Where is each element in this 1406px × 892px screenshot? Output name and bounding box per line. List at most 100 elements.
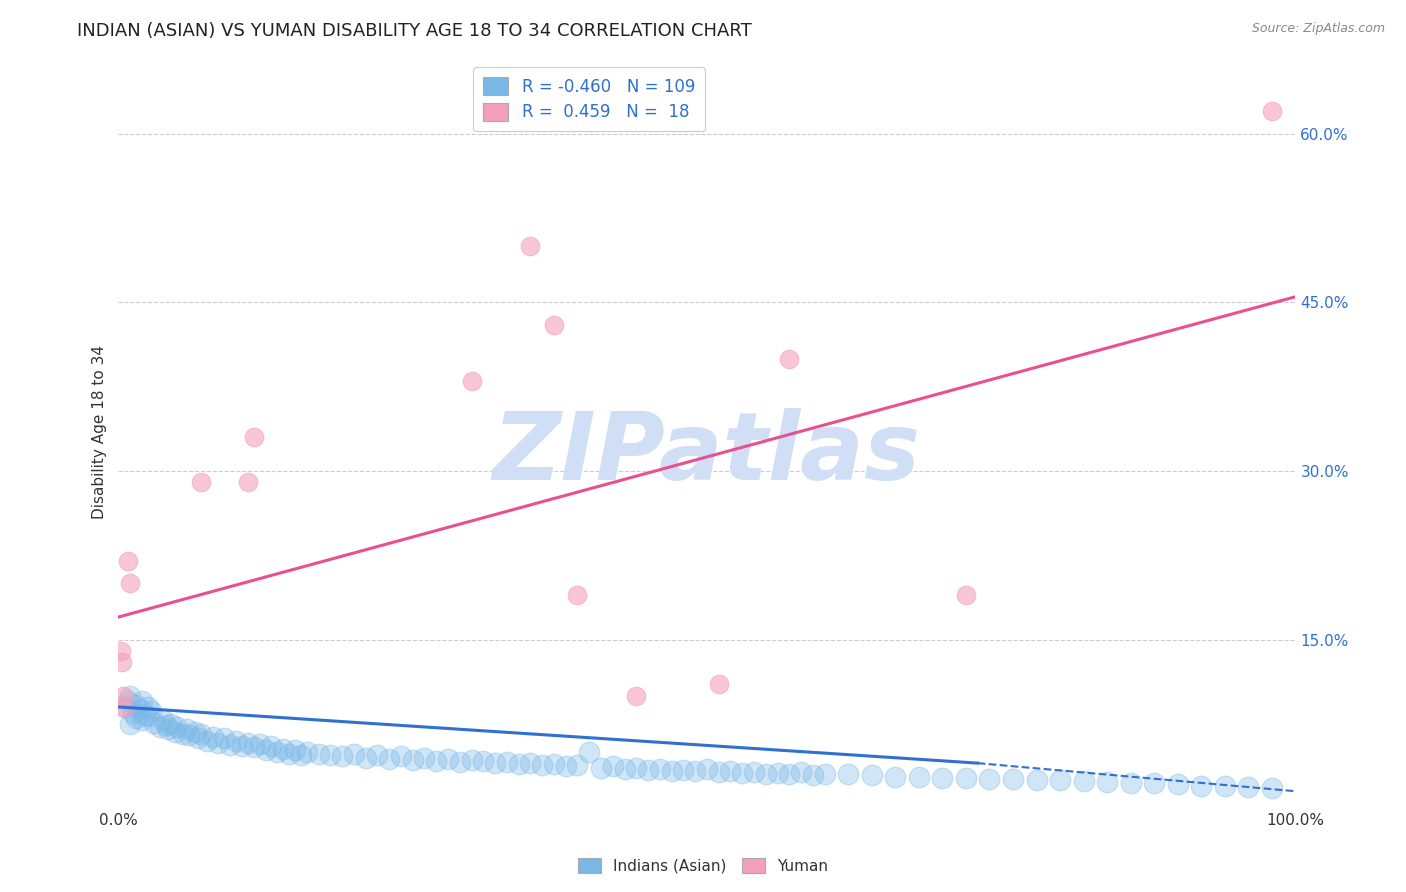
- Point: [437, 751, 460, 765]
- Point: [755, 767, 778, 781]
- Point: [519, 239, 541, 253]
- Point: [112, 700, 135, 714]
- Point: [661, 764, 683, 778]
- Point: [1213, 779, 1236, 793]
- Point: [637, 763, 659, 777]
- Point: [1001, 772, 1024, 786]
- Point: [613, 762, 636, 776]
- Point: [413, 750, 436, 764]
- Point: [266, 745, 288, 759]
- Point: [225, 733, 247, 747]
- Point: [731, 766, 754, 780]
- Point: [683, 764, 706, 778]
- Point: [142, 715, 165, 730]
- Point: [243, 430, 266, 444]
- Point: [156, 723, 179, 737]
- Point: [155, 718, 177, 732]
- Point: [190, 475, 212, 490]
- Point: [389, 749, 412, 764]
- Point: [519, 756, 541, 771]
- Point: [543, 757, 565, 772]
- Point: [131, 714, 153, 728]
- Point: [402, 753, 425, 767]
- Point: [308, 747, 330, 761]
- Point: [648, 762, 671, 776]
- Point: [125, 698, 148, 712]
- Point: [554, 759, 576, 773]
- Point: [219, 738, 242, 752]
- Point: [319, 748, 342, 763]
- Point: [160, 716, 183, 731]
- Point: [214, 731, 236, 746]
- Point: [707, 765, 730, 780]
- Point: [236, 475, 259, 490]
- Point: [128, 702, 150, 716]
- Point: [236, 736, 259, 750]
- Point: [112, 689, 135, 703]
- Point: [172, 727, 194, 741]
- Point: [207, 736, 229, 750]
- Point: [778, 351, 800, 366]
- Point: [295, 745, 318, 759]
- Point: [884, 770, 907, 784]
- Text: ZIPatlas: ZIPatlas: [494, 409, 921, 500]
- Point: [955, 771, 977, 785]
- Point: [201, 731, 224, 745]
- Point: [472, 754, 495, 768]
- Point: [190, 727, 212, 741]
- Point: [136, 709, 159, 723]
- Point: [134, 707, 156, 722]
- Point: [955, 588, 977, 602]
- Point: [1049, 772, 1071, 787]
- Text: Source: ZipAtlas.com: Source: ZipAtlas.com: [1251, 22, 1385, 36]
- Point: [1261, 104, 1284, 119]
- Point: [354, 750, 377, 764]
- Point: [330, 749, 353, 764]
- Point: [284, 742, 307, 756]
- Point: [543, 318, 565, 332]
- Point: [163, 724, 186, 739]
- Point: [720, 764, 742, 778]
- Point: [425, 754, 447, 768]
- Point: [1025, 772, 1047, 787]
- Point: [141, 705, 163, 719]
- Point: [1119, 776, 1142, 790]
- Point: [589, 761, 612, 775]
- Point: [1167, 777, 1189, 791]
- Point: [254, 742, 277, 756]
- Point: [672, 763, 695, 777]
- Point: [567, 588, 589, 602]
- Point: [1237, 780, 1260, 794]
- Point: [187, 731, 209, 746]
- Point: [176, 723, 198, 737]
- Point: [1261, 780, 1284, 795]
- Point: [602, 759, 624, 773]
- Point: [149, 720, 172, 734]
- Point: [177, 728, 200, 742]
- Point: [449, 755, 471, 769]
- Point: [110, 644, 132, 658]
- Point: [152, 714, 174, 728]
- Point: [120, 716, 142, 731]
- Point: [766, 766, 789, 780]
- Legend: R = -0.460   N = 109, R =  0.459   N =  18: R = -0.460 N = 109, R = 0.459 N = 18: [474, 67, 704, 131]
- Point: [907, 770, 929, 784]
- Point: [121, 706, 143, 720]
- Point: [508, 757, 530, 772]
- Point: [125, 711, 148, 725]
- Point: [460, 753, 482, 767]
- Point: [837, 767, 859, 781]
- Point: [243, 740, 266, 755]
- Point: [567, 758, 589, 772]
- Point: [626, 689, 648, 703]
- Point: [460, 374, 482, 388]
- Point: [531, 758, 554, 772]
- Point: [117, 694, 139, 708]
- Point: [278, 747, 301, 761]
- Point: [195, 733, 218, 747]
- Point: [1095, 775, 1118, 789]
- Point: [778, 767, 800, 781]
- Point: [271, 741, 294, 756]
- Point: [707, 677, 730, 691]
- Point: [484, 756, 506, 771]
